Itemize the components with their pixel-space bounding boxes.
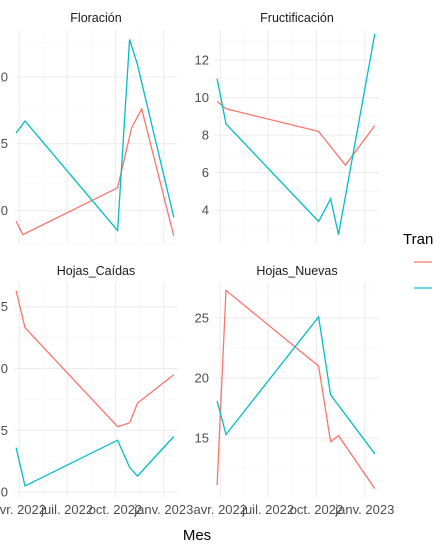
x-tick-label: oct. 2022 [290, 502, 344, 517]
series-line-1 [15, 290, 175, 428]
series-line-1 [216, 289, 376, 489]
facet-fructificacion: Fructificación [215, 11, 379, 244]
x-tick-label: janv. 2023 [133, 502, 193, 517]
series-line-2 [216, 315, 376, 455]
facet-floracion-title: Floración [70, 11, 121, 25]
series-line-2 [15, 39, 175, 233]
x-tick-label: janv. 2023 [334, 502, 394, 517]
y-tick-label: 5 [1, 136, 8, 151]
facet-floracion: Floración [14, 11, 178, 245]
series-line-2 [15, 436, 175, 487]
y-tick-label: 0 [1, 361, 8, 376]
series-line-2 [216, 33, 376, 235]
y-tick-label: 6 [202, 165, 209, 180]
y-tick-label: 25 [195, 311, 209, 326]
y-tick-label: 12 [195, 53, 209, 68]
facet-hojas-caidas-background [14, 282, 178, 497]
facet-floracion-background [14, 30, 178, 244]
y-tick-label: 4 [202, 203, 209, 218]
y-tick-label: 5 [1, 423, 8, 438]
facet-hojas-caidas-title: Hojas_Caídas [57, 264, 136, 278]
x-tick-label: juil. 2022 [241, 502, 294, 517]
y-tick-label: 5 [1, 299, 8, 314]
x-tick-label: oct. 2022 [89, 502, 143, 517]
x-tick-label: juil. 2022 [40, 502, 93, 517]
legend: Tran [403, 231, 433, 289]
facet-hojas-nuevas: Hojas_Nuevas [215, 264, 379, 497]
y-tick-label: 0 [1, 203, 8, 218]
y-tick-label: 0 [1, 69, 8, 84]
y-tick-label: 20 [195, 371, 209, 386]
legend-title: Tran [403, 231, 433, 248]
facet-hojas-nuevas-title: Hojas_Nuevas [256, 264, 337, 278]
x-tick-label: avr. 2022 [0, 502, 46, 517]
series-line-1 [15, 107, 175, 237]
y-tick-label: 0 [1, 485, 8, 500]
x-axis-title: Mes [183, 527, 211, 544]
facet-hojas-nuevas-background [215, 282, 379, 497]
facet-fructificacion-background [215, 30, 379, 244]
y-tick-label: 15 [195, 431, 209, 446]
y-tick-label: 10 [195, 90, 209, 105]
y-tick-label: 8 [202, 128, 209, 143]
x-tick-label: avr. 2022 [194, 502, 248, 517]
facet-fructificacion-title: Fructificación [260, 11, 334, 25]
facet-hojas-caidas: Hojas_Caídas [14, 264, 178, 497]
